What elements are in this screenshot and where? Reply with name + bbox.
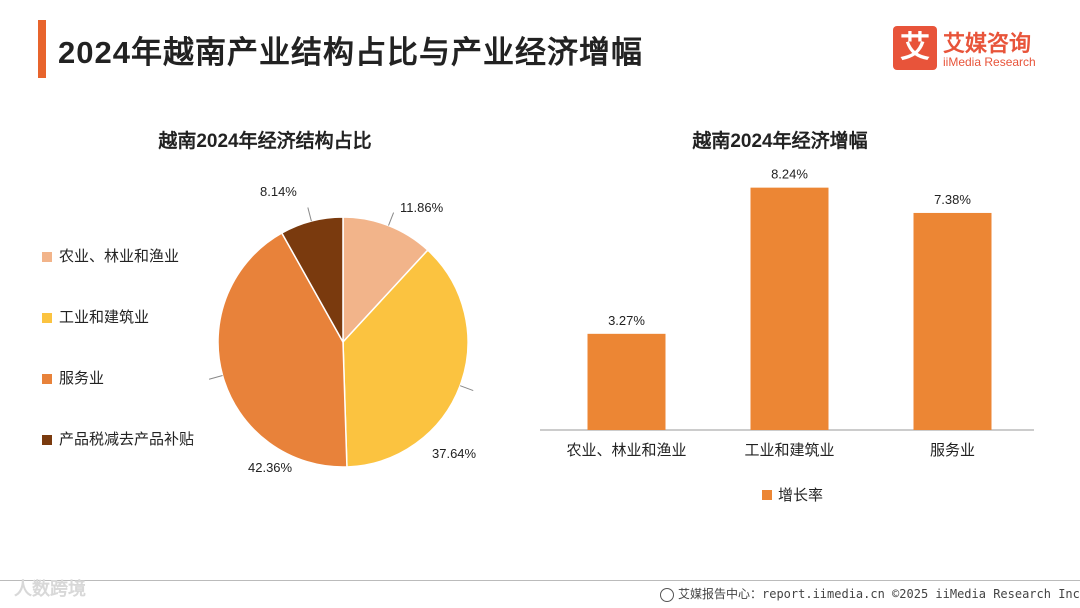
logo-mark: 艾 bbox=[893, 26, 937, 70]
legend-label: 农业、林业和渔业 bbox=[59, 248, 180, 265]
page-title: 2024年越南产业结构占比与产业经济增幅 bbox=[58, 35, 643, 70]
bar-data-label: 7.38% bbox=[934, 192, 971, 207]
pie-leader-line bbox=[459, 385, 474, 392]
bar bbox=[913, 212, 992, 430]
pie-slice-taxes bbox=[280, 216, 344, 345]
iimedia-logo: 艾 艾媒咨询 iiMedia Research bbox=[893, 26, 1053, 74]
pie-data-label: 37.64% bbox=[432, 446, 477, 461]
pie-leader-line bbox=[307, 207, 312, 222]
legend-item-services: 服务业 bbox=[42, 367, 104, 388]
pie-chart: 11.86% 37.64% 42.36% 8.14% bbox=[208, 184, 477, 475]
legend-swatch-taxes bbox=[42, 435, 52, 446]
legend-label: 工业和建筑业 bbox=[59, 309, 150, 326]
bar-legend-label: 增长率 bbox=[778, 487, 823, 504]
bar-chart-title: 越南2024年经济增幅 bbox=[692, 131, 868, 152]
pie-chart-title: 越南2024年经济结构占比 bbox=[158, 131, 372, 152]
legend-swatch-services bbox=[42, 374, 52, 385]
legend-item-industry: 工业和建筑业 bbox=[42, 306, 149, 327]
pie-slice-industry bbox=[342, 249, 469, 468]
legend-label: 服务业 bbox=[59, 370, 105, 387]
pie-leader-line bbox=[208, 375, 223, 380]
x-tick-label: 工业和建筑业 bbox=[744, 442, 834, 459]
footer-source: 艾媒报告中心：report.iimedia.cn ©2025 iiMedia R… bbox=[660, 585, 1080, 602]
logo-english-name: iiMedia Research bbox=[943, 55, 1036, 69]
x-tick-label: 农业、林业和渔业 bbox=[566, 442, 686, 459]
title-accent-bar bbox=[38, 20, 46, 78]
bar bbox=[587, 333, 666, 430]
legend-item-agriculture: 农业、林业和渔业 bbox=[42, 245, 179, 266]
footer-divider bbox=[0, 580, 1080, 581]
legend-item-taxes: 产品税减去产品补贴 bbox=[42, 428, 194, 449]
pie-slice-services bbox=[217, 231, 348, 468]
bar-data-label: 3.27% bbox=[608, 313, 645, 328]
watermark: 人数跨境 bbox=[14, 579, 86, 599]
footer-source-text: 艾媒报告中心：report.iimedia.cn ©2025 iiMedia R… bbox=[678, 587, 1080, 601]
legend-swatch-industry bbox=[42, 313, 52, 324]
x-tick-label: 服务业 bbox=[930, 442, 975, 459]
pie-data-label: 42.36% bbox=[248, 460, 293, 475]
pie-leader-line bbox=[388, 212, 395, 226]
logo-chinese-name: 艾媒咨询 bbox=[943, 31, 1032, 56]
legend-swatch-agriculture bbox=[42, 252, 52, 263]
globe-icon bbox=[660, 587, 674, 602]
bar bbox=[750, 187, 829, 430]
legend-label: 产品税减去产品补贴 bbox=[59, 431, 195, 448]
pie-data-label: 8.14% bbox=[260, 184, 297, 199]
pie-data-label: 11.86% bbox=[400, 200, 444, 215]
bar-legend-swatch bbox=[762, 490, 772, 500]
bar-data-label: 8.24% bbox=[771, 167, 808, 182]
